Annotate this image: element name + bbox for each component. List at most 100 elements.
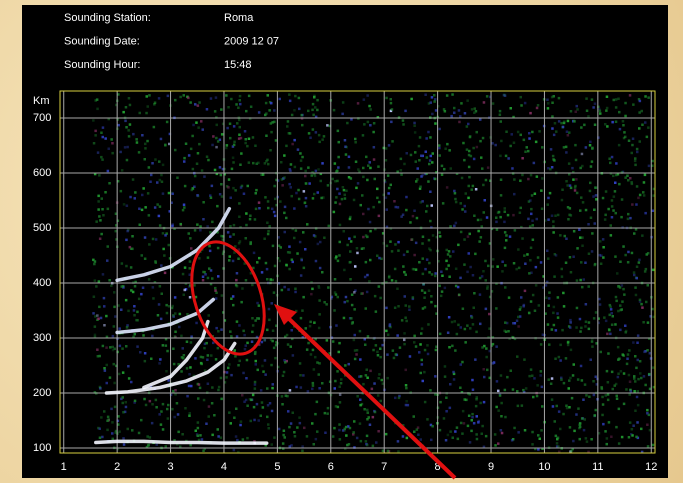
noise-speck — [359, 439, 363, 443]
noise-speck — [201, 128, 204, 131]
noise-speck — [573, 429, 576, 433]
noise-speck — [193, 174, 197, 178]
noise-speck — [103, 369, 107, 372]
noise-speck — [488, 376, 491, 380]
noise-speck — [125, 238, 128, 242]
noise-speck — [353, 333, 356, 337]
noise-speck — [216, 140, 220, 143]
noise-speck — [499, 120, 502, 123]
noise-speck — [554, 214, 557, 217]
noise-speck — [527, 200, 531, 203]
noise-speck — [106, 207, 110, 211]
noise-speck — [473, 111, 476, 114]
noise-speck — [635, 366, 638, 370]
noise-speck — [403, 270, 406, 274]
noise-speck — [367, 207, 370, 211]
noise-speck — [127, 129, 130, 132]
noise-speck — [298, 416, 301, 419]
noise-speck — [610, 370, 614, 374]
noise-speck — [549, 167, 552, 171]
noise-speck — [581, 236, 584, 239]
noise-speck — [381, 382, 385, 385]
noise-speck — [504, 286, 507, 289]
noise-speck — [280, 395, 284, 398]
noise-speck — [311, 102, 315, 106]
noise-speck — [349, 278, 352, 281]
noise-speck — [338, 254, 341, 257]
noise-speck — [384, 196, 388, 199]
noise-speck — [648, 337, 651, 340]
noise-speck — [313, 321, 316, 324]
noise-speck — [279, 246, 282, 249]
noise-speck — [413, 121, 416, 125]
noise-speck — [394, 205, 397, 209]
noise-speck — [108, 279, 111, 282]
noise-speck — [484, 279, 487, 282]
noise-speck — [425, 258, 429, 261]
noise-speck — [605, 109, 608, 112]
noise-speck — [294, 287, 297, 290]
noise-speck — [429, 248, 432, 252]
noise-speck — [356, 395, 359, 398]
noise-speck — [500, 431, 504, 435]
noise-speck — [469, 265, 472, 269]
noise-speck — [647, 126, 650, 129]
noise-speck — [349, 250, 352, 253]
noise-speck — [245, 358, 249, 362]
noise-speck — [426, 418, 429, 421]
noise-speck — [311, 384, 315, 387]
noise-speck — [435, 235, 438, 239]
noise-speck — [486, 166, 490, 169]
noise-speck — [225, 185, 229, 188]
noise-speck — [210, 354, 213, 357]
noise-speck — [200, 169, 204, 172]
noise-speck — [146, 105, 149, 108]
noise-speck — [330, 295, 334, 299]
noise-speck — [565, 404, 568, 407]
info-label: Sounding Station: — [64, 12, 151, 24]
noise-speck — [409, 153, 413, 157]
noise-speck — [171, 192, 174, 195]
noise-speck — [174, 393, 177, 396]
noise-speck — [570, 449, 573, 453]
noise-speck — [512, 322, 515, 325]
noise-speck — [334, 180, 337, 183]
noise-speck — [562, 121, 566, 125]
noise-speck — [517, 266, 521, 270]
noise-speck — [142, 187, 145, 190]
noise-speck — [566, 343, 570, 347]
noise-speck — [225, 371, 229, 374]
noise-speck — [96, 151, 100, 154]
noise-speck — [438, 332, 442, 336]
noise-speck — [226, 126, 229, 130]
noise-speck — [216, 231, 219, 234]
noise-speck — [492, 258, 495, 261]
noise-speck — [632, 271, 636, 274]
noise-speck — [322, 135, 326, 138]
noise-speck — [323, 411, 327, 415]
noise-speck — [146, 192, 150, 195]
noise-speck — [211, 143, 214, 147]
noise-speck — [354, 160, 358, 163]
noise-speck — [369, 166, 372, 170]
noise-speck — [114, 212, 118, 215]
noise-speck — [245, 223, 248, 227]
noise-speck — [547, 257, 550, 260]
noise-speck — [488, 312, 491, 316]
noise-speck — [547, 102, 550, 105]
noise-speck — [229, 422, 232, 425]
noise-speck — [119, 150, 122, 154]
noise-speck — [164, 143, 167, 147]
noise-speck — [209, 196, 213, 199]
noise-speck — [578, 422, 582, 425]
noise-speck — [105, 335, 109, 339]
noise-speck — [628, 421, 632, 424]
noise-speck — [521, 173, 524, 177]
noise-speck — [554, 329, 558, 332]
noise-speck — [495, 220, 498, 224]
noise-speck — [623, 131, 626, 134]
noise-speck — [298, 362, 302, 365]
noise-speck — [97, 317, 100, 320]
noise-speck — [634, 293, 638, 297]
noise-speck — [578, 423, 581, 427]
